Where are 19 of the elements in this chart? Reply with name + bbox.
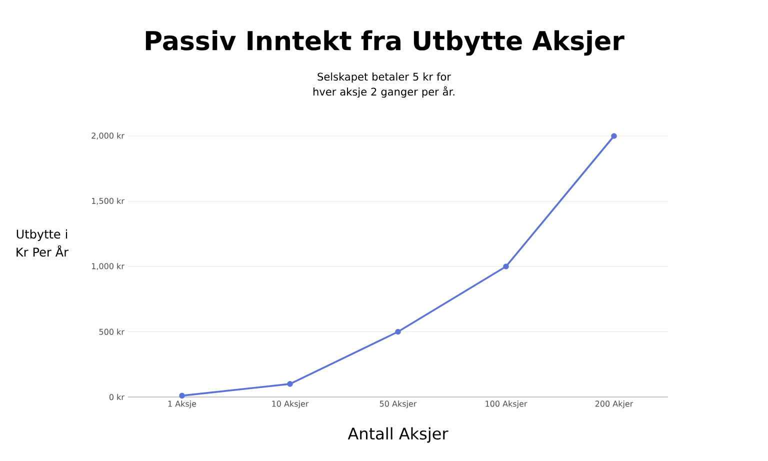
point: [395, 328, 401, 335]
chart-title: Passiv Inntekt fra Utbytte Aksjer: [146, 30, 624, 56]
y-tick-label: 2,000 kr: [92, 132, 124, 140]
point: [611, 133, 617, 139]
x-axis-title: Antall Aksjer: [348, 427, 448, 443]
point: [287, 381, 293, 387]
y-tick-label: 0 kr: [109, 394, 124, 400]
y-tick-label: 500 kr: [99, 328, 124, 335]
y-tick-label: 1,000 kr: [92, 263, 124, 270]
x-tick-label: 50 Aksjer: [380, 400, 417, 408]
x-tick-label: 10 Aksjer: [272, 400, 309, 408]
point: [503, 264, 509, 270]
point: [179, 392, 185, 399]
x-tick-label: 1 Aksje: [168, 400, 196, 408]
x-tick-label: 200 Akjer: [595, 400, 634, 408]
y-axis-title: Utbytte i Kr Per År: [16, 229, 69, 257]
x-tick-label: 100 Aksjer: [486, 400, 528, 408]
y-tick-label: 1,500 kr: [92, 198, 124, 205]
chart-subtitle: Selskapet betaler 5 kr for hver aksje 2 ganger per år.: [313, 72, 454, 98]
